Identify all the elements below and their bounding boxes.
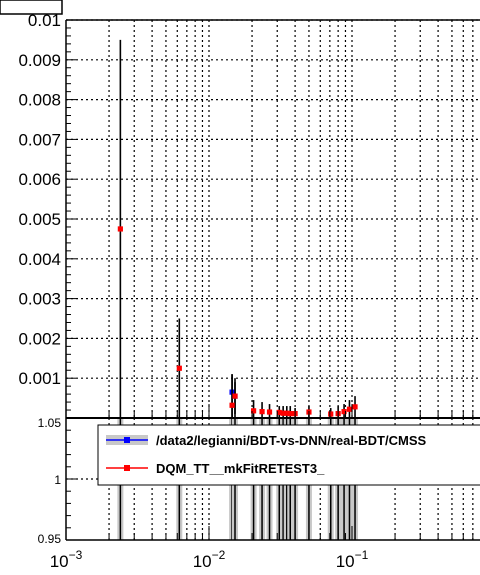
data-point [250,408,257,414]
y-tick-label: 1 [54,473,61,487]
legend-label: DQM_TT__mkFitRETEST3_ [156,461,325,476]
data-point [232,393,238,399]
y-tick-label: 0.007 [18,130,61,149]
data-point [266,409,273,415]
data-point [280,410,286,416]
y-tick-label: 0.001 [18,369,61,388]
y-axis-bottom: 0.95 1 1.05 [38,416,76,546]
y-tick-label: 0.003 [18,290,61,309]
x-tick-label-exponent: −2 [212,548,226,562]
data-point [117,226,123,232]
y-tick-label: 0.008 [18,91,61,110]
x-tick-label-exponent: −3 [69,548,83,562]
data-point [346,406,353,412]
y-tick-label: 0.009 [18,51,61,70]
y-tick-label: 0.95 [38,532,62,546]
legend-marker [124,437,130,443]
y-tick-label: 0.006 [18,170,61,189]
y-tick-label: 0.01 [28,11,61,30]
data-point [276,409,282,416]
legend-box [97,424,480,486]
y-tick-label: 0.005 [18,210,61,229]
series-target [117,39,358,418]
data-point [229,402,235,408]
legend: /data2/legianni/BDT-vs-DNN/real-BDT/CMSS… [97,424,480,486]
legend-label: /data2/legianni/BDT-vs-DNN/real-BDT/CMSS [156,433,426,448]
data-point [259,409,265,415]
y-tick-label: 1.05 [38,416,62,430]
y-tick-label: 0.004 [18,250,61,269]
y-axis-top: 0.001 0.002 0.003 0.004 0.005 0.006 0.007 0.008… [18,11,76,411]
data-point [287,411,293,417]
data-point [328,411,334,417]
y-tick-label: 0.002 [18,329,61,348]
legend-marker [124,465,130,471]
title-box [0,0,63,15]
data-point [352,404,358,410]
data-point [341,409,347,415]
data-point [284,410,290,416]
data-point [176,365,182,371]
x-tick-label-exponent: −1 [355,548,369,562]
